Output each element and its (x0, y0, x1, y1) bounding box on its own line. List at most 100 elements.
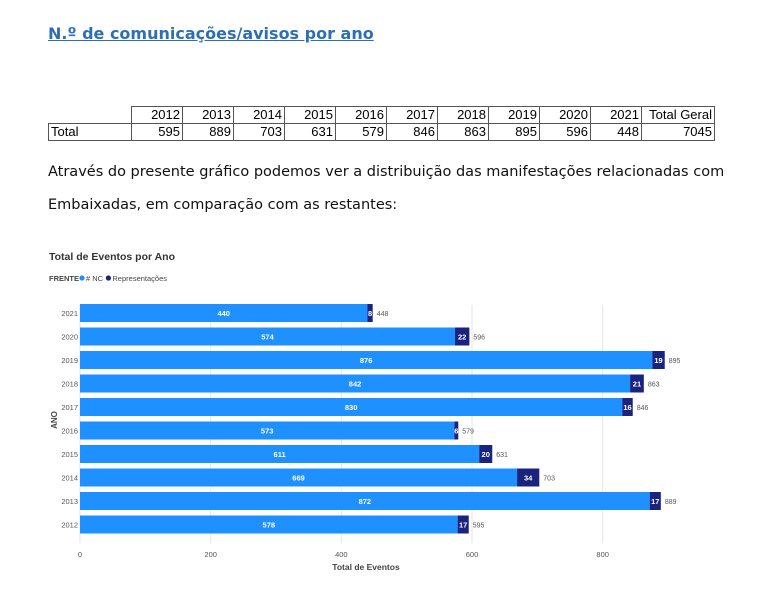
table-header-cell: 2017 (386, 106, 438, 124)
bar-nc (80, 327, 456, 346)
bar-label-nc: 669 (292, 474, 305, 483)
bar-label-representacoes: 17 (651, 497, 659, 506)
bar-label-nc: 611 (274, 450, 286, 459)
bar-representacoes (630, 374, 644, 393)
bar-representacoes (517, 468, 540, 487)
bar-nc (80, 515, 458, 534)
bar-nc (80, 304, 368, 322)
table-header-cell: 2019 (488, 106, 540, 124)
bar-total-label: 895 (669, 358, 681, 365)
y-tick-label: 2017 (61, 403, 78, 412)
bar-total-label: 863 (648, 382, 660, 389)
bar-nc (80, 398, 623, 416)
bar-label-nc: 574 (261, 333, 274, 342)
y-axis-label: ANO (50, 411, 59, 429)
bar-label-representacoes: 21 (633, 380, 641, 389)
legend-marker (105, 275, 111, 281)
bar-label-nc: 872 (359, 497, 372, 506)
bar-label-representacoes: 8 (368, 309, 372, 318)
bar-label-representacoes: 20 (482, 450, 490, 459)
table-header-cell: 2012 (131, 106, 183, 124)
table-header-cell: 2018 (437, 106, 489, 124)
legend-label: # NC (86, 274, 104, 283)
bar-total-label: 596 (473, 335, 485, 342)
bar-total-label: 846 (637, 405, 649, 412)
table-header-row: 2012 2013 2014 2015 2016 2017 2018 2019 … (48, 106, 715, 124)
legend-marker (79, 275, 85, 281)
bar-representacoes (479, 445, 493, 463)
bar-label-representacoes: 6 (454, 427, 458, 436)
table-cell: 596 (539, 123, 591, 141)
bar-representacoes (455, 327, 470, 346)
y-tick-label: 2016 (61, 427, 78, 436)
y-tick-label: 2013 (61, 497, 78, 506)
bar-total-label: 595 (473, 523, 485, 530)
table-cell: 579 (335, 123, 387, 141)
x-tick-label: 400 (335, 550, 348, 559)
bar-representacoes (652, 351, 665, 369)
page-heading: N.º de comunicações/avisos por ano (48, 24, 374, 43)
bar-total-label: 889 (665, 499, 677, 506)
bar-label-representacoes: 17 (459, 521, 467, 530)
table-cell: 703 (233, 123, 285, 141)
table-header-cell: 2015 (284, 106, 336, 124)
y-tick-label: 2019 (61, 356, 78, 365)
table-cell: 631 (284, 123, 336, 141)
bar-label-representacoes: 34 (524, 474, 533, 483)
bar-nc (80, 445, 480, 463)
bar-nc (80, 351, 653, 369)
y-tick-label: 2014 (61, 474, 78, 483)
bar-representacoes (622, 398, 633, 416)
bar-label-nc: 876 (360, 356, 373, 365)
table-cell: 889 (182, 123, 234, 141)
y-tick-label: 2012 (61, 521, 78, 530)
bar-total-label: 448 (377, 311, 389, 318)
bar-nc (80, 492, 650, 510)
x-tick-label: 600 (466, 550, 479, 559)
bar-label-representacoes: 16 (623, 403, 631, 412)
bar-label-nc: 573 (261, 427, 274, 436)
paragraph-line-1: Através do presente gráfico podemos ver … (48, 164, 725, 180)
x-tick-label: 800 (596, 550, 609, 559)
bar-total-label: 703 (543, 476, 555, 483)
table-cell: 895 (488, 123, 540, 141)
chart-legend: # NC Representações (79, 274, 167, 283)
bar-representacoes (454, 421, 459, 440)
table-header-cell: 2014 (233, 106, 285, 124)
table-cell: 846 (386, 123, 438, 141)
bar-label-representacoes: 22 (458, 333, 466, 342)
bar-label-nc: 578 (263, 521, 276, 530)
bar-label-representacoes: 19 (654, 356, 662, 365)
x-tick-label: 200 (204, 550, 217, 559)
table-header-cell: 2020 (539, 106, 591, 124)
table-cell: 595 (131, 123, 183, 141)
table-cell: 7045 (641, 123, 715, 141)
bar-label-nc: 842 (349, 380, 362, 389)
events-by-year-chart: Total de Eventos por Ano FRENTE # NC Repr… (49, 251, 681, 572)
bar-label-nc: 830 (345, 403, 358, 412)
x-tick-label: 0 (78, 550, 82, 559)
y-tick-label: 2021 (61, 309, 78, 318)
chart-title: Total de Eventos por Ano (49, 251, 175, 263)
y-tick-label: 2018 (61, 380, 78, 389)
table-header-cell: 2021 (590, 106, 642, 124)
bar-nc (80, 421, 455, 440)
x-axis-label: Total de Eventos (332, 562, 400, 572)
table-cell: 448 (590, 123, 642, 141)
y-tick-label: 2020 (61, 333, 78, 342)
bar-representacoes (649, 492, 661, 510)
bar-nc (80, 374, 631, 393)
legend-title: FRENTE (49, 274, 79, 283)
bar-representacoes (457, 515, 469, 534)
bar-representacoes (367, 304, 373, 322)
bar-total-label: 579 (462, 429, 474, 436)
legend-label: Representações (112, 274, 167, 283)
table-header-cell: 2013 (182, 106, 234, 124)
table-header-cell: 2016 (335, 106, 387, 124)
bar-nc (80, 468, 518, 487)
paragraph-line-2: Embaixadas, em comparação com as restant… (48, 197, 398, 213)
yearly-totals-table: 2012 2013 2014 2015 2016 2017 2018 2019 … (48, 106, 715, 141)
table-corner-cell (48, 106, 132, 124)
table-row-label: Total (48, 123, 132, 141)
bar-total-label: 631 (496, 452, 508, 459)
